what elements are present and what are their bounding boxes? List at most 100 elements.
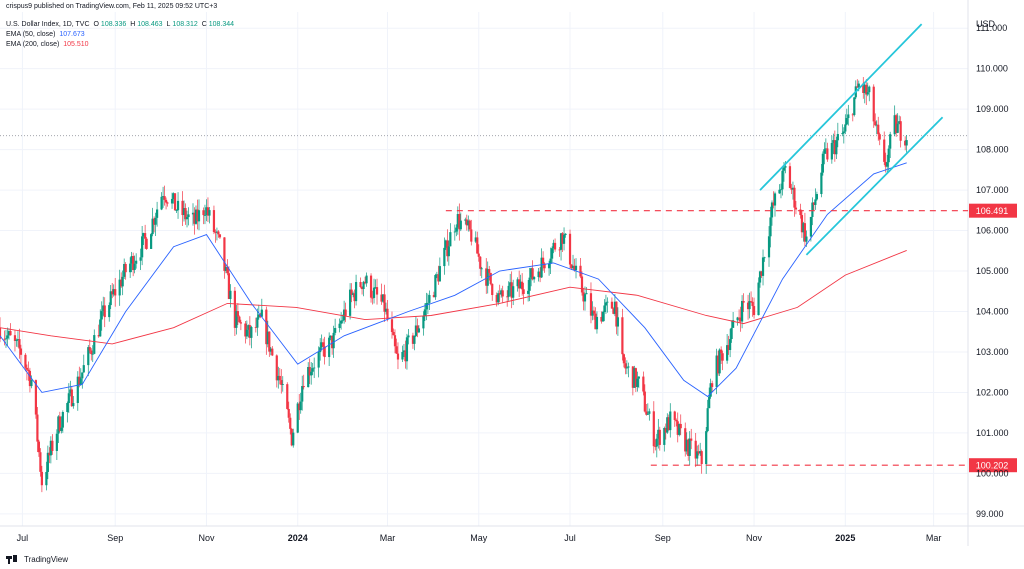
candle-body (102, 305, 105, 312)
candle-body (884, 161, 887, 167)
candle-body (669, 411, 672, 431)
candle-body (69, 389, 72, 394)
candle-body (218, 234, 222, 238)
candle-body (287, 408, 290, 418)
candle-body (57, 416, 60, 434)
candle-body (589, 293, 593, 316)
candle-body (824, 148, 827, 150)
candle-body (88, 347, 91, 351)
candle-body (530, 268, 533, 278)
candle-body (111, 291, 114, 295)
candle-body (202, 210, 205, 216)
candle-body (830, 142, 833, 160)
candle-body (28, 370, 32, 387)
candle-body (465, 219, 468, 226)
candle-body (896, 123, 899, 133)
candle-body (323, 346, 326, 358)
candle-body (547, 263, 551, 269)
channel-line (759, 23, 923, 191)
candle-body (193, 212, 196, 224)
candle-body (329, 335, 332, 338)
channel-line (805, 116, 944, 256)
candle-body (767, 236, 771, 258)
candle-body (820, 172, 823, 195)
candle-body (311, 368, 314, 372)
open-label: O (93, 21, 99, 28)
candle-body (458, 214, 461, 230)
candle-body (87, 347, 90, 366)
candle-body (541, 257, 545, 264)
candle-body (175, 210, 178, 212)
candle-body (459, 220, 462, 230)
candle-body (784, 166, 787, 168)
candle-body (823, 149, 826, 154)
published-info: crispus9 published on TradingView.com, F… (6, 2, 219, 11)
candle-body (770, 202, 774, 218)
candle-body (533, 277, 536, 280)
candle-body (254, 326, 257, 328)
candle-body (621, 317, 624, 355)
candle-body (739, 317, 742, 322)
candle-body (751, 301, 754, 307)
candle-body (374, 287, 377, 288)
candle-body (392, 331, 395, 336)
candle-body (539, 271, 542, 278)
candle-body (752, 306, 756, 316)
candle-body (239, 322, 242, 324)
candle-body (372, 287, 376, 298)
candle-body (380, 294, 383, 302)
price-tick-label: 102.000 (976, 387, 1009, 397)
candle-body (826, 148, 829, 160)
time-tick-label: Nov (746, 533, 763, 543)
price-tick-label: 104.000 (976, 306, 1009, 316)
price-tick-label: 103.000 (976, 347, 1009, 357)
candle-body (341, 320, 344, 322)
close-value: 108.344 (208, 21, 235, 28)
candle-body (633, 368, 636, 388)
candle-body (422, 316, 425, 329)
candle-body (887, 148, 890, 163)
ema50-legend[interactable]: EMA (50, close) 107.673 (6, 30, 87, 39)
candle-body (58, 416, 61, 431)
candle-body (479, 256, 482, 269)
candle-body (235, 311, 238, 328)
price-axis[interactable]: USD 99.000 100.000 101.000 102.000 103.000 104… (976, 19, 1009, 519)
candle-body (151, 218, 154, 235)
open-value: 108.336 (100, 21, 127, 28)
price-tick-label: 111.000 (976, 23, 1007, 33)
candle-body (118, 279, 121, 296)
price-tick-label: 106.000 (976, 226, 1009, 236)
candle-body (655, 438, 658, 447)
time-axis[interactable]: Jul Sep Nov 2024 Mar May Jul Sep Nov 2025 Mar (17, 533, 942, 543)
candle-body (540, 257, 543, 278)
candle-body (799, 209, 802, 216)
candle-body (250, 326, 253, 338)
candle-body (24, 354, 27, 368)
ema200-legend[interactable]: EMA (200, close) 105.510 (6, 40, 91, 49)
candle-body (141, 236, 144, 258)
candle-body (37, 441, 40, 453)
candle-body (185, 217, 189, 220)
candle-body (679, 423, 682, 429)
candle-body (537, 271, 540, 278)
candle-body (648, 411, 651, 414)
candle-body (215, 231, 219, 233)
candle-body (19, 348, 23, 355)
candle-body (642, 376, 645, 392)
candle-body (383, 294, 386, 312)
candle-body (883, 139, 886, 162)
candle-body (245, 329, 248, 337)
candle-body (97, 335, 100, 337)
candle-body (407, 335, 410, 338)
price-tick-label: 99.000 (976, 509, 1004, 519)
candle-body (485, 268, 488, 286)
candle-body (863, 84, 866, 93)
candle-body (654, 446, 657, 448)
candle-body (269, 348, 272, 352)
candle-body (811, 202, 814, 217)
candle-body (413, 335, 416, 344)
candle-body (821, 153, 824, 173)
candle-body (749, 301, 753, 302)
candle-body (898, 121, 901, 124)
